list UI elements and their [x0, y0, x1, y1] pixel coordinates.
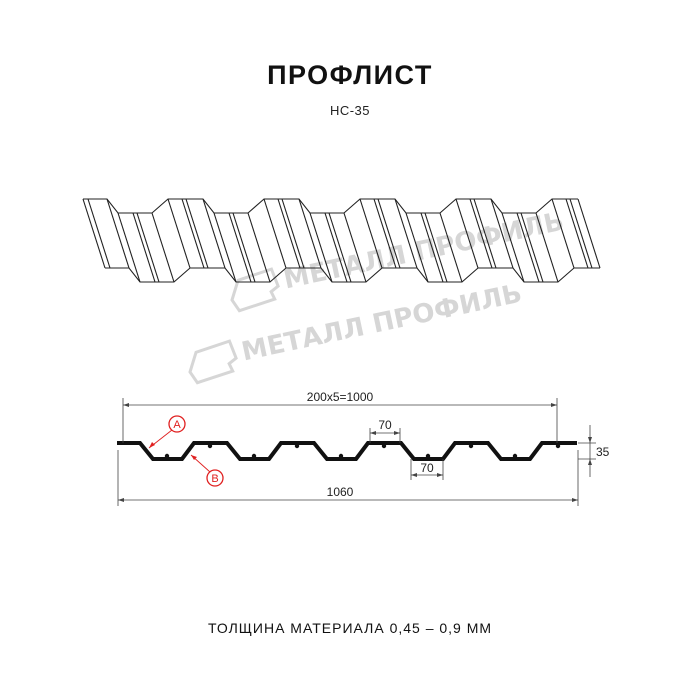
marker-b-label: B — [211, 473, 218, 485]
watermark-text-2: МЕТАЛЛ ПРОФИЛЬ — [239, 279, 525, 368]
page-title: ПРОФЛИСТ — [267, 60, 433, 90]
profile-crest-rib — [555, 443, 561, 449]
sheet-fold-line — [309, 212, 333, 283]
dim-crest-label: 70 — [378, 418, 392, 432]
dim-total-width-label: 1060 — [327, 485, 354, 499]
sheet-fold-line — [263, 198, 287, 269]
sheet-rib-line — [424, 212, 448, 283]
dim-height-label: 35 — [596, 445, 610, 459]
sheet-fold-line — [394, 198, 418, 269]
profile-crest-rib — [207, 443, 213, 449]
sheet-fold-line — [151, 212, 175, 283]
sheet-rib-line — [228, 212, 252, 283]
sheet-fold-line — [501, 212, 525, 283]
profile-trough-rib — [425, 453, 431, 459]
profile-trough-rib — [512, 453, 518, 459]
sheet-fold-line — [405, 212, 429, 283]
sheet-fold-line — [343, 212, 367, 283]
sheet-fold-line — [82, 198, 106, 269]
sheet-rib-line — [377, 198, 401, 269]
sheet-rib-line — [181, 198, 205, 269]
dim-pitch-label: 200x5=1000 — [307, 390, 374, 404]
profile-line — [117, 441, 577, 461]
sheet-rib-line — [473, 198, 497, 269]
profile-crest-rib — [381, 443, 387, 449]
sheet-rib-line — [420, 212, 444, 283]
sheet-top-edge — [83, 198, 578, 214]
dimension-arrows — [118, 403, 592, 502]
isometric-sheet — [82, 198, 601, 283]
sheet-fold-line — [490, 198, 514, 269]
sheet-fold-line — [167, 198, 191, 269]
sheet-fold-line — [577, 198, 601, 269]
sheet-rib-line — [373, 198, 397, 269]
sheet-fold-line — [298, 198, 322, 269]
sheet-rib-line — [281, 198, 305, 269]
profile-trough-rib — [164, 453, 170, 459]
sheet-fold-line — [551, 198, 575, 269]
cross-section-profile — [117, 441, 577, 461]
sheet-fold-line — [117, 212, 141, 283]
sheet-rib-line — [277, 198, 301, 269]
sheet-rib-line — [324, 212, 348, 283]
sheet-rib-line — [136, 212, 160, 283]
sheet-edge-line — [87, 198, 111, 269]
sheet-fold-line — [359, 198, 383, 269]
marker-b: B — [190, 454, 224, 487]
sheet-fold-line — [455, 198, 479, 269]
sheet-rib-line — [132, 212, 156, 283]
sheet-rib-line — [569, 198, 593, 269]
marker-a: A — [148, 415, 186, 449]
profile-model: НС-35 — [329, 103, 371, 118]
sheet-rib-line — [520, 212, 544, 283]
sheet-rib-line — [185, 198, 209, 269]
sheet-fold-line — [247, 212, 271, 283]
profile-trough-rib — [338, 453, 344, 459]
sheet-rib-line — [328, 212, 352, 283]
material-thickness: ТОЛЩИНА МАТЕРИАЛА 0,45 – 0,9 ММ — [207, 620, 493, 636]
profile-trough-rib — [251, 453, 257, 459]
marker-a-label: A — [173, 419, 181, 431]
sheet-fold-line — [535, 212, 559, 283]
sheet-rib-line — [469, 198, 493, 269]
profile-crest-rib — [468, 443, 474, 449]
dim-trough-label: 70 — [420, 461, 434, 475]
profile-crest-rib — [294, 443, 300, 449]
sheet-rib-line — [516, 212, 540, 283]
watermark-logo-2: МЕТАЛЛ ПРОФИЛЬ — [188, 279, 525, 385]
sheet-rib-line — [565, 198, 589, 269]
sheet-fold-line — [202, 198, 226, 269]
sheet-rib-line — [232, 212, 256, 283]
sheet-fold-line — [213, 212, 237, 283]
sheet-fold-line — [439, 212, 463, 283]
sheet-fold-line — [106, 198, 130, 269]
sheet-bottom-edge — [105, 267, 600, 283]
